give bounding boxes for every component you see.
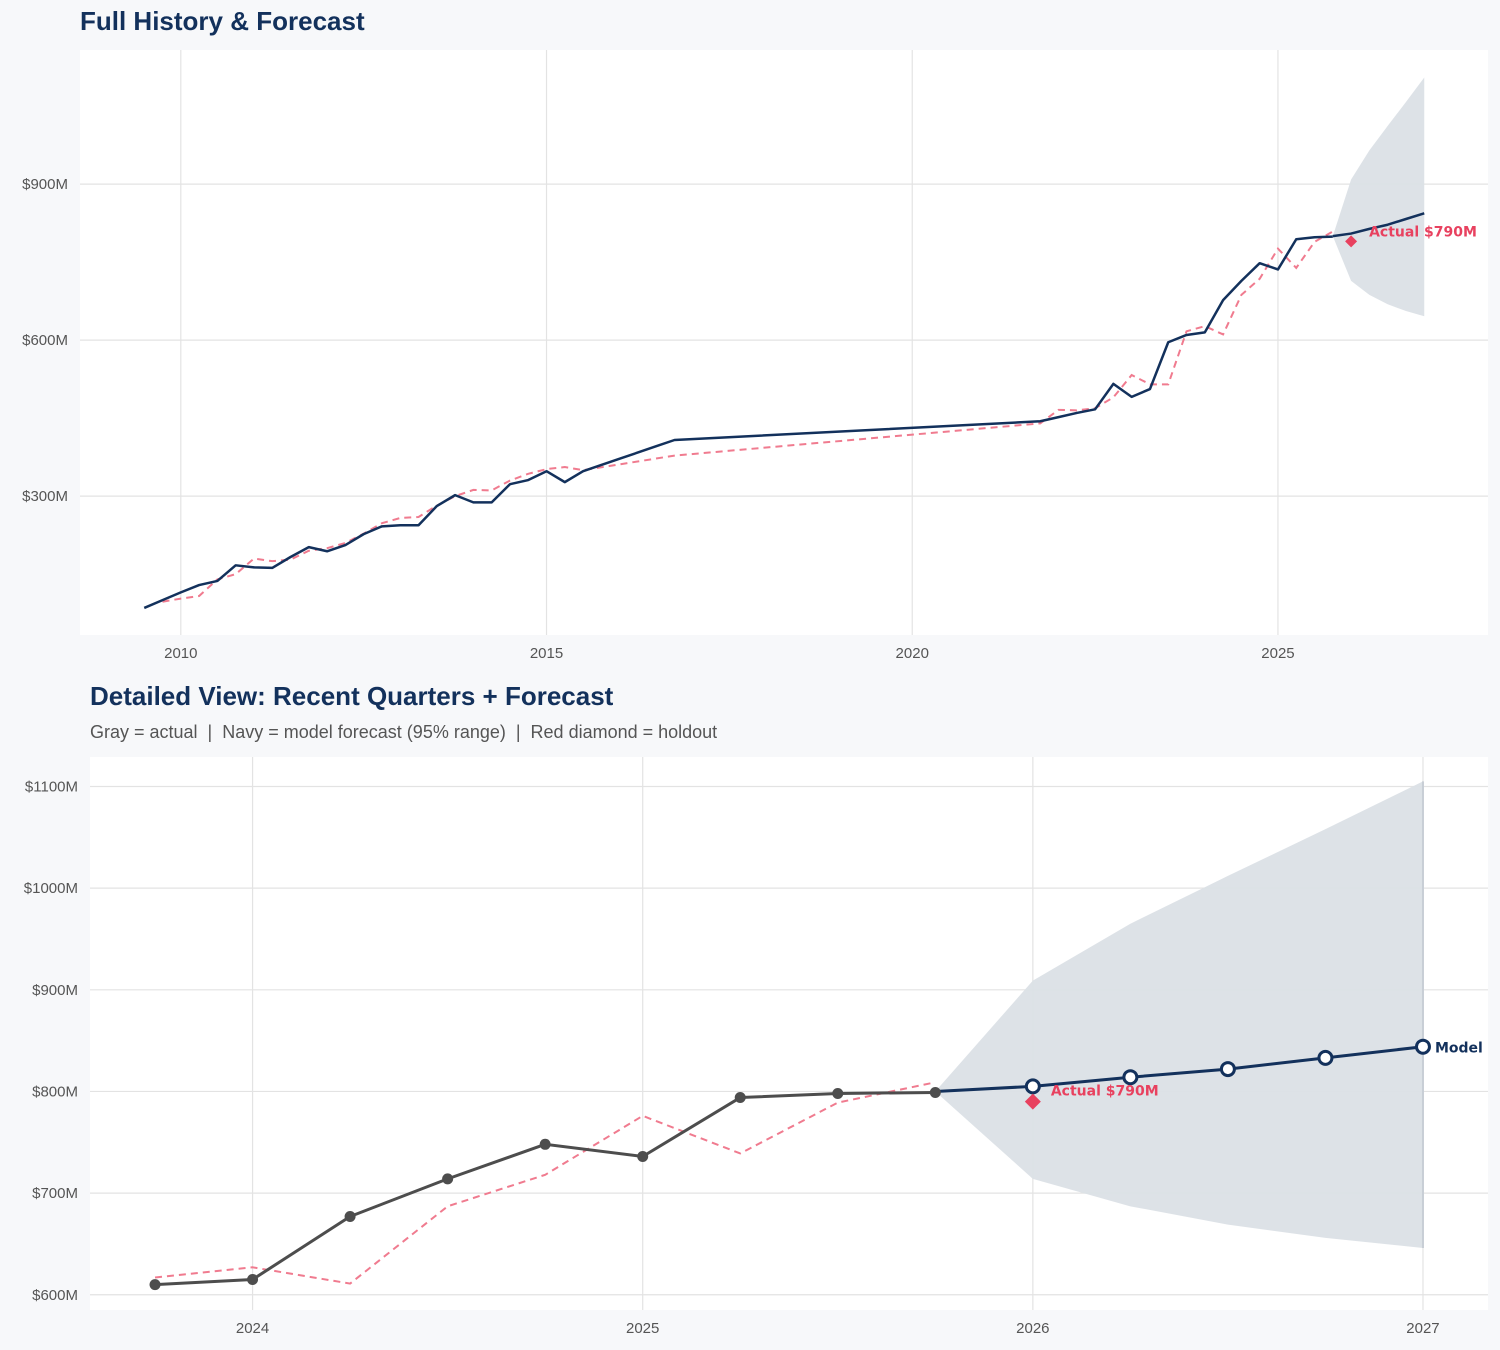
actual-point: [637, 1151, 649, 1163]
actual-line: [143, 235, 1333, 610]
forecast-point: [1122, 1069, 1139, 1086]
forecast-point: [1414, 1038, 1431, 1055]
actual-point: [539, 1138, 551, 1150]
holdout-label: Actual $790M: [1051, 1084, 1159, 1100]
bottom-chart-subtitle: Gray = actual | Navy = model forecast (9…: [90, 722, 718, 742]
forecast-point: [1219, 1061, 1236, 1078]
y-tick-label: $300M: [22, 488, 68, 505]
actual-point: [832, 1087, 844, 1099]
holdout-diamond: [1345, 235, 1358, 248]
fitted-dashed-line: [154, 1081, 936, 1285]
x-tick-label: 2026: [1016, 1320, 1049, 1337]
forecast-series-label: Model: [1435, 1041, 1483, 1057]
detail-chart: 2024 2025 2026 2027 $600M $700M $800M $900M $100…: [24, 757, 1488, 1337]
bottom-chart-title: Detailed View: Recent Quarters + Forecas…: [90, 681, 614, 711]
y-tick-label: $1000M: [24, 880, 78, 897]
actual-point: [442, 1173, 454, 1185]
y-tick-label: $800M: [32, 1083, 78, 1100]
forecast-line: [1332, 212, 1425, 238]
y-tick-label: $700M: [32, 1185, 78, 1202]
y-tick-label: $1100M: [25, 778, 78, 795]
x-tick-label: 2024: [236, 1320, 269, 1337]
y-tick-label: $600M: [22, 332, 68, 349]
history-chart: 2010 2015 2020 2025 $300M $600M $900M Actual $7…: [22, 50, 1488, 662]
top-chart-title: Full History & Forecast: [80, 6, 365, 36]
actual-point: [149, 1279, 161, 1291]
forecast-95-range-band: [1332, 77, 1425, 317]
forecast-line: [935, 1045, 1424, 1093]
x-tick-label: 2015: [530, 645, 563, 662]
forecast-point: [1317, 1049, 1334, 1066]
actual-point: [344, 1210, 356, 1222]
y-tick-label: $900M: [32, 982, 78, 999]
actual-point: [734, 1092, 746, 1104]
x-tick-label: 2027: [1406, 1320, 1439, 1337]
x-tick-label: 2025: [1261, 645, 1294, 662]
x-tick-label: 2010: [164, 645, 197, 662]
y-tick-label: $900M: [22, 176, 68, 193]
holdout-diamond: [1024, 1093, 1041, 1110]
actual-point: [929, 1086, 941, 1098]
forecast-point: [1024, 1078, 1041, 1095]
plot-area: [80, 50, 1488, 635]
holdout-label: Actual $790M: [1369, 224, 1477, 240]
actual-point: [247, 1274, 259, 1286]
forecast-95-range-band: [935, 781, 1423, 1248]
y-tick-label: $600M: [32, 1287, 78, 1304]
x-tick-label: 2020: [896, 645, 929, 662]
x-tick-label: 2025: [626, 1320, 659, 1337]
